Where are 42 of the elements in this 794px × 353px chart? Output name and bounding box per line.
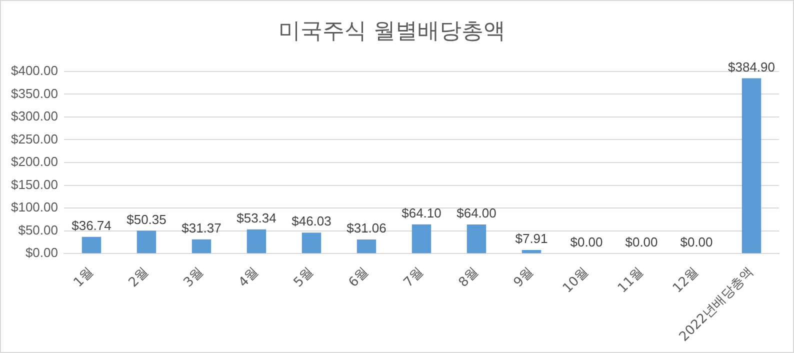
x-tick-label: 1월 — [71, 264, 97, 290]
bar — [522, 250, 542, 254]
y-tick-label: $400.00 — [10, 62, 58, 78]
x-tick-label: 6월 — [346, 264, 372, 290]
x-tick-label: 8월 — [456, 264, 482, 290]
data-label: $0.00 — [625, 234, 658, 250]
data-label: $0.00 — [570, 234, 603, 250]
x-tick-label: 2월 — [126, 264, 152, 290]
data-label: $53.34 — [236, 210, 276, 226]
data-label: $31.37 — [182, 220, 222, 236]
bar — [82, 236, 102, 254]
data-label: $64.00 — [456, 206, 496, 221]
data-label: $64.10 — [402, 205, 442, 220]
y-tick-label: $200.00 — [10, 154, 58, 170]
x-tick-label: 5월 — [291, 264, 317, 290]
bar — [412, 224, 432, 254]
bar — [356, 239, 376, 254]
y-tick-label: $350.00 — [10, 86, 58, 101]
y-tick-label: $0.00 — [25, 245, 58, 260]
y-tick-label: $300.00 — [10, 108, 58, 124]
data-label: $384.90 — [728, 59, 775, 74]
x-tick-label: 4월 — [236, 264, 262, 290]
data-label: $31.06 — [346, 220, 386, 236]
data-label: $7.91 — [515, 231, 548, 246]
data-label: $0.00 — [680, 234, 713, 250]
y-tick-label: $150.00 — [10, 176, 58, 192]
bar — [302, 232, 322, 254]
y-tick-label: $50.00 — [18, 222, 58, 238]
data-label: $36.74 — [72, 218, 112, 233]
x-tick-label: 9월 — [511, 264, 537, 290]
data-label: $50.35 — [126, 212, 166, 227]
bar — [742, 78, 762, 254]
bar — [466, 224, 486, 254]
x-tick-label: 3월 — [181, 264, 207, 290]
y-tick-label: $100.00 — [10, 200, 58, 215]
x-tick-label: 7월 — [401, 264, 427, 290]
bar — [136, 230, 156, 254]
data-label: $46.03 — [292, 214, 332, 229]
bar — [192, 239, 212, 254]
chart-title: 미국주식 월별배당총액 — [278, 18, 506, 44]
y-tick-label: $250.00 — [10, 131, 58, 146]
bar — [246, 229, 266, 254]
